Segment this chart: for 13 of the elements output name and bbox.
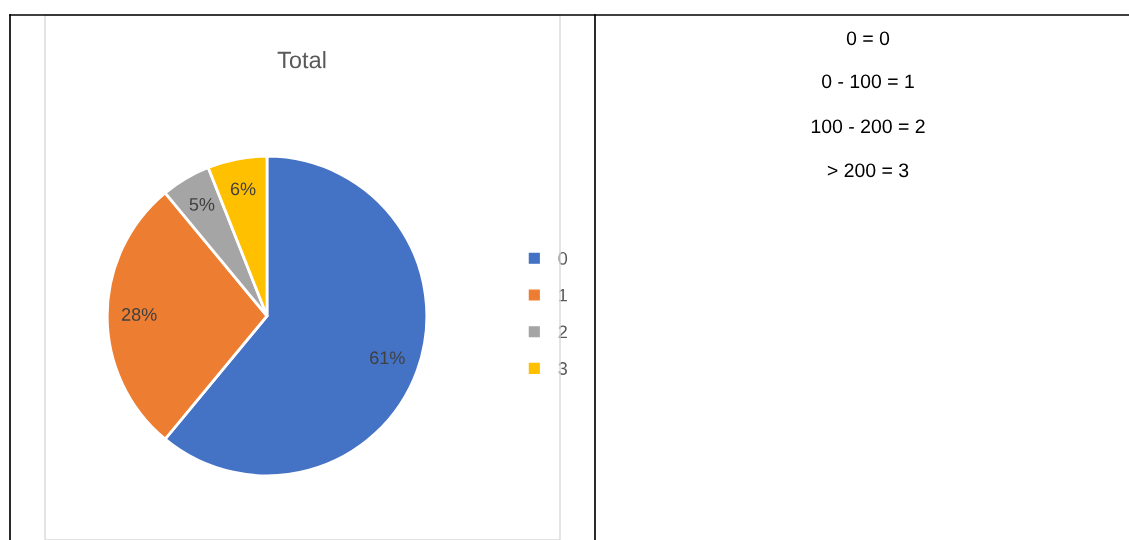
legend-label: 0 — [558, 252, 568, 265]
data-label: 6% — [230, 182, 256, 196]
chart-title: Total — [277, 51, 326, 69]
text: 100 - 200 = 2 — [811, 119, 925, 134]
data-label: 61% — [370, 351, 405, 365]
legend-label: 2 — [558, 325, 567, 339]
data-label: 5% — [189, 198, 215, 211]
text: 0 - 100 = 1 — [822, 74, 914, 89]
legend-label: 3 — [558, 362, 568, 375]
data-label: 28% — [122, 308, 157, 321]
text: > 200 = 3 — [827, 163, 909, 178]
text: 0 = 0 — [846, 31, 890, 46]
legend-label: 1 — [559, 288, 567, 302]
